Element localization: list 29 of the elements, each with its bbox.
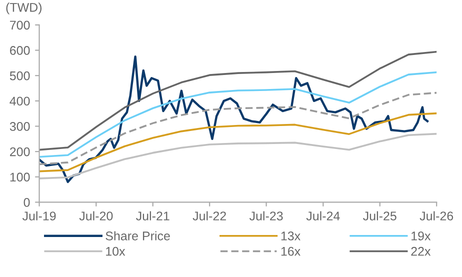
legend-label: 16x (281, 246, 300, 256)
x-tick-label: Jul-22 (192, 211, 226, 220)
line-series (39, 55, 429, 184)
legend-label: Share Price (106, 231, 170, 240)
line-series (39, 71, 437, 158)
x-tick-label: Jul-25 (363, 211, 396, 220)
x-tick-label: Jul-24 (306, 211, 340, 220)
line-series (39, 50, 437, 151)
y-tick-label: 200 (10, 147, 30, 156)
y-tick-label: 700 (10, 20, 30, 30)
y-tick-label: 600 (10, 46, 30, 55)
legend-label: 19x (412, 232, 431, 240)
y-tick-label: 0 (24, 198, 30, 207)
y-axis-title: (TWD) (6, 2, 42, 14)
x-tick-label: Jul-26 (420, 211, 454, 220)
x-tick-label: Jul-23 (249, 211, 283, 220)
x-tick-label: Jul-21 (136, 211, 170, 220)
line-series (39, 92, 437, 166)
legend-label: 13x (281, 232, 300, 240)
y-tick-label: 400 (10, 96, 30, 106)
y-tick-label: 500 (10, 71, 30, 80)
y-tick-label: 300 (10, 122, 30, 131)
x-tick-label: Jul-19 (22, 211, 56, 220)
line-series (39, 132, 437, 180)
legend-label: 10x (106, 246, 126, 256)
x-tick-label: Jul-20 (79, 211, 113, 220)
y-tick-label: 100 (10, 172, 30, 182)
line-series (39, 112, 437, 172)
legend-label: 22x (411, 246, 431, 256)
